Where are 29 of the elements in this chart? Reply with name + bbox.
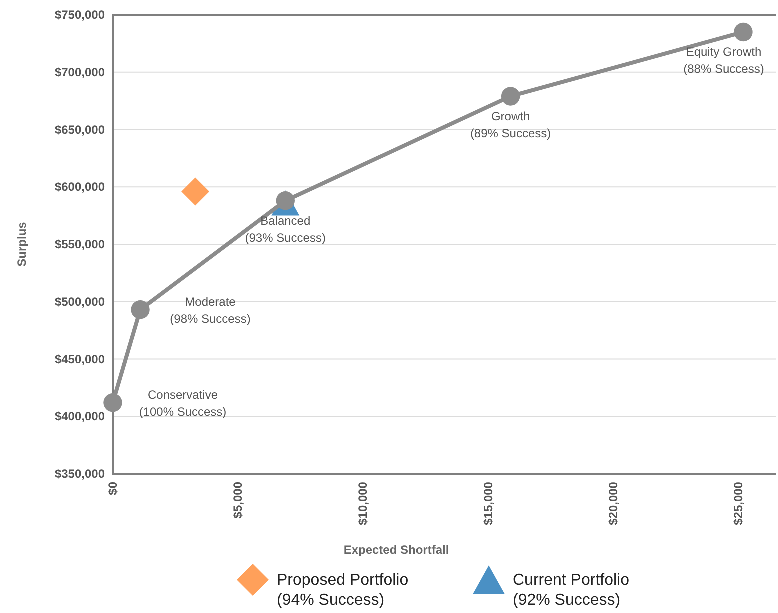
legend-label: Current Portfolio (92% Success)	[513, 572, 630, 609]
point	[131, 300, 150, 320]
legend-label: Proposed Portfolio (94% Success)	[277, 572, 409, 609]
annotation: Equity Growth (88% Success)	[684, 45, 764, 76]
y-tick-label: $500,000	[54, 294, 106, 309]
y-axis-title: Surplus	[15, 222, 29, 267]
annotation: Moderate (98% Success)	[170, 294, 251, 326]
y-tick-label: $650,000	[54, 122, 106, 137]
point	[734, 22, 753, 42]
y-tick-label: $700,000	[54, 65, 106, 80]
annotation: Balanced (93% Success)	[245, 214, 326, 245]
x-tick-label: $5,000	[231, 482, 246, 519]
y-tick-label: $750,000	[54, 8, 106, 22]
x-tick-label: $0	[106, 482, 120, 496]
y-tick-label: $550,000	[54, 238, 106, 252]
annotation: Growth (89% Success)	[470, 109, 552, 140]
x-tick-label: $20,000	[606, 482, 620, 526]
y-tick-label: $350,000	[54, 467, 106, 481]
x-tick-label: $10,000	[356, 482, 370, 526]
point	[182, 178, 210, 206]
y-tick-label: $400,000	[54, 410, 106, 424]
point	[501, 87, 520, 106]
x-tick-label: $25,000	[731, 482, 746, 526]
y-tick-label: $450,000	[54, 352, 106, 366]
y-tick-label: $600,000	[54, 180, 106, 194]
x-axis-title: Expected Shortfall	[344, 543, 450, 557]
annotation: Conservative (100% Success)	[139, 388, 227, 419]
point	[104, 394, 122, 412]
x-tick-label: $15,000	[481, 482, 496, 526]
